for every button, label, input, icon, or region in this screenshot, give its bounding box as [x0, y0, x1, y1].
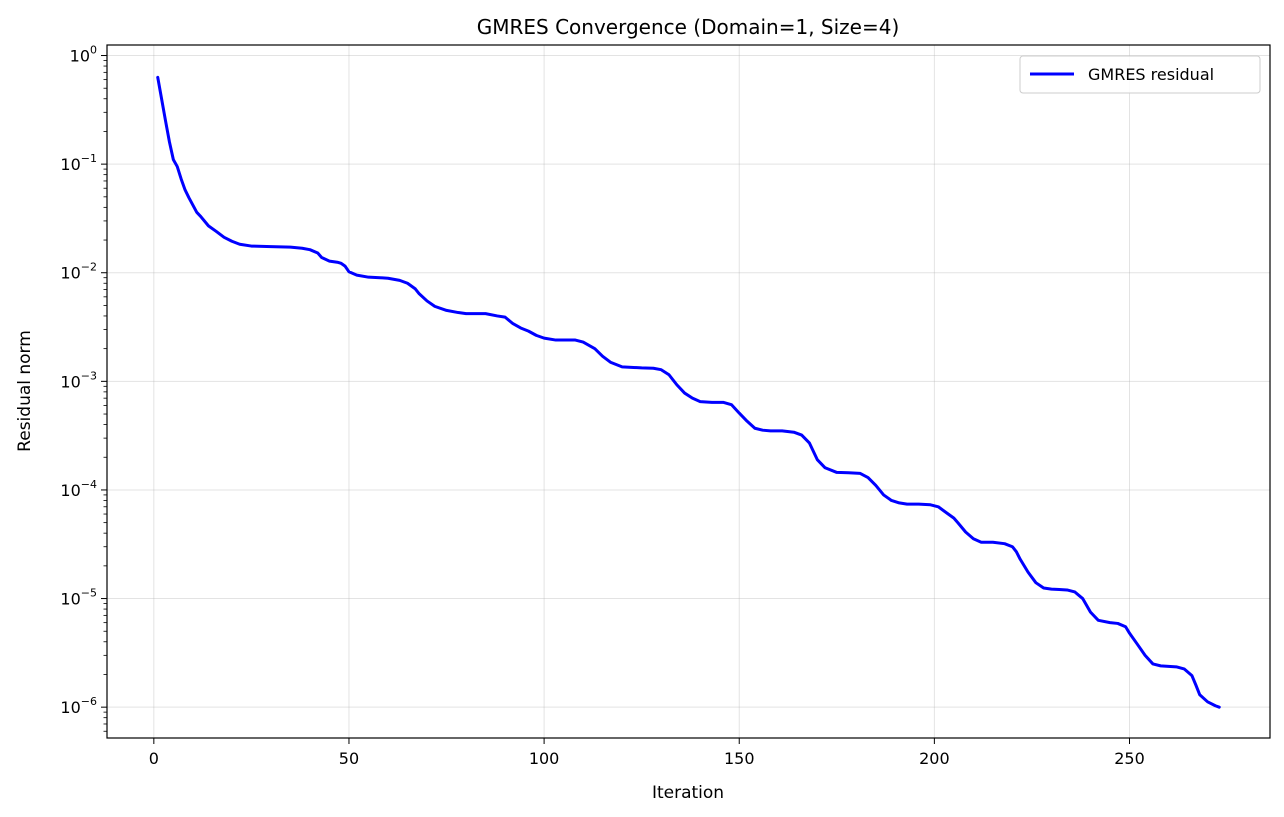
y-tick-label: 10−3: [60, 369, 97, 391]
y-tick-label: 100: [70, 44, 97, 66]
chart-title: GMRES Convergence (Domain=1, Size=4): [477, 15, 900, 39]
x-tick-label: 150: [724, 749, 755, 768]
y-tick-label: 10−4: [60, 478, 97, 500]
x-tick-label: 0: [149, 749, 159, 768]
x-tick-label: 50: [339, 749, 359, 768]
series-layer: [156, 75, 1221, 709]
legend-label: GMRES residual: [1088, 65, 1214, 84]
legend: GMRES residual: [1019, 55, 1261, 94]
y-tick-label: 10−2: [60, 261, 97, 283]
y-tick-label: 10−6: [60, 695, 97, 717]
tick-layer: 0 50 100 150 200 250 10−6 10−5 10−4 10−3 10−2 10−1 1…: [60, 44, 1144, 768]
x-axis-label: Iteration: [652, 783, 724, 803]
plot-frame: [106, 44, 1271, 739]
x-tick-label: 200: [919, 749, 950, 768]
y-tick-label: 10−5: [60, 587, 97, 609]
y-tick-label: 10−1: [60, 152, 97, 174]
y-axis-label: Residual norm: [15, 330, 35, 452]
legend-box: [1019, 55, 1261, 94]
x-tick-label: 250: [1114, 749, 1145, 768]
x-tick-label: 100: [529, 749, 560, 768]
residual-line: [156, 75, 1221, 709]
